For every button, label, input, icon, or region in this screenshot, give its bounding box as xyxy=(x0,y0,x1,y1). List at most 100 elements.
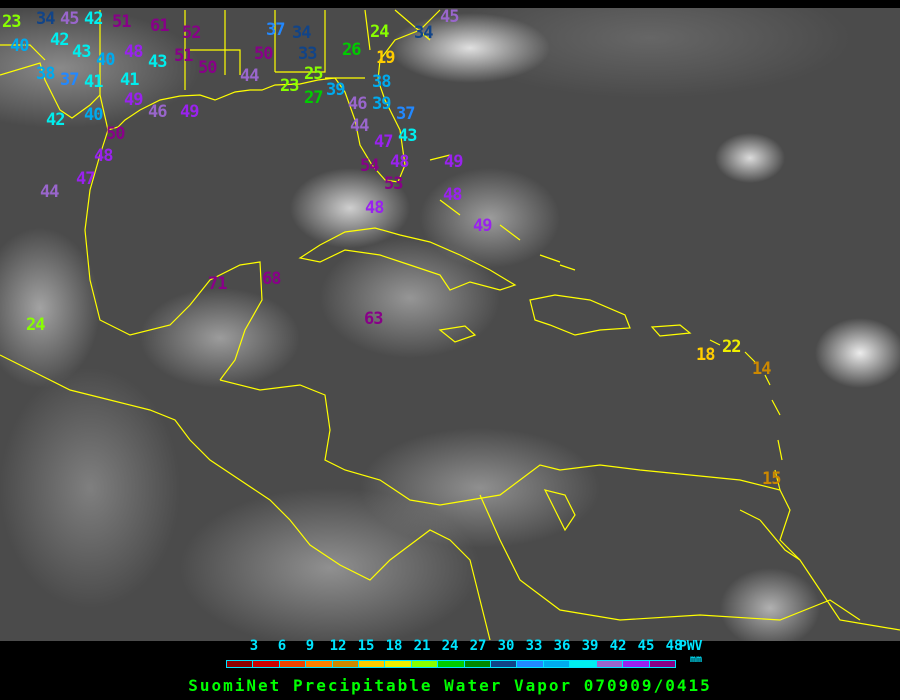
legend-tick: 18 xyxy=(385,638,403,654)
station-pwv-label: 27 xyxy=(304,88,324,108)
station-pwv-label: 43 xyxy=(72,42,92,62)
station-pwv-label: 50 xyxy=(198,58,218,78)
bahamas xyxy=(429,154,576,271)
puerto-rico xyxy=(650,324,692,337)
legend-tick: 39 xyxy=(581,638,599,654)
station-pwv-label: 43 xyxy=(398,126,418,146)
gulf-coast xyxy=(0,9,441,183)
station-pwv-label: 45 xyxy=(60,9,80,29)
station-pwv-label: 40 xyxy=(84,105,104,125)
station-pwv-label: 44 xyxy=(40,182,60,202)
station-pwv-label: 23 xyxy=(280,76,300,96)
station-pwv-label: 40 xyxy=(96,50,116,70)
legend-tick: 24 xyxy=(441,638,459,654)
legend-colorbar xyxy=(226,660,676,668)
station-pwv-label: 39 xyxy=(372,94,392,114)
station-pwv-label: 48 xyxy=(390,152,410,172)
station-pwv-label: 26 xyxy=(342,40,362,60)
legend-tick: 6 xyxy=(277,638,287,654)
station-pwv-label: 48 xyxy=(365,198,385,218)
station-pwv-label: 53 xyxy=(384,174,404,194)
station-pwv-label: 42 xyxy=(50,30,70,50)
station-pwv-label: 41 xyxy=(84,72,104,92)
satellite-image xyxy=(0,8,900,641)
station-pwv-label: 34 xyxy=(36,9,56,29)
jamaica xyxy=(438,325,477,343)
legend-swatch xyxy=(279,661,307,667)
station-pwv-label: 49 xyxy=(180,102,200,122)
legend-swatch xyxy=(411,661,439,667)
legend-tick: 30 xyxy=(497,638,515,654)
station-pwv-label: 44 xyxy=(350,116,370,136)
station-pwv-label: 37 xyxy=(266,20,286,40)
legend-tick: 12 xyxy=(329,638,347,654)
station-pwv-label: 42 xyxy=(84,9,104,29)
station-pwv-label: 52 xyxy=(182,23,202,43)
legend-swatch xyxy=(306,661,333,667)
legend-swatch xyxy=(596,661,624,667)
legend-tick: 27 xyxy=(469,638,487,654)
station-pwv-label: 48 xyxy=(124,42,144,62)
station-pwv-label: 34 xyxy=(414,23,434,43)
legend-swatch xyxy=(253,661,280,667)
station-pwv-label: 49 xyxy=(124,90,144,110)
station-pwv-label: 61 xyxy=(150,16,170,36)
legend-tick: 21 xyxy=(413,638,431,654)
station-pwv-label: 37 xyxy=(60,70,80,90)
legend-tick: 3 xyxy=(249,638,259,654)
station-pwv-label: 15 xyxy=(762,469,782,489)
legend-swatch xyxy=(464,661,492,667)
legend-swatch xyxy=(570,661,597,667)
legend-tick: 36 xyxy=(553,638,571,654)
station-pwv-label: 49 xyxy=(473,216,493,236)
station-pwv-label: 43 xyxy=(148,52,168,72)
legend-swatch xyxy=(517,661,544,667)
colombia-border xyxy=(479,494,861,621)
station-pwv-label: 48 xyxy=(443,185,463,205)
legend-swatch xyxy=(543,661,571,667)
station-pwv-label: 34 xyxy=(292,23,312,43)
station-pwv-label: 50 xyxy=(106,124,126,144)
station-pwv-label: 68 xyxy=(262,269,282,289)
station-pwv-label: 33 xyxy=(298,44,318,64)
lesser-antilles xyxy=(709,339,783,521)
station-pwv-label: 49 xyxy=(444,152,464,172)
station-pwv-label: 40 xyxy=(10,36,30,56)
station-pwv-label: 54 xyxy=(360,156,380,176)
legend-tick: 42 xyxy=(609,638,627,654)
state-borders xyxy=(0,9,431,95)
legend-swatch xyxy=(359,661,386,667)
station-pwv-label: 71 xyxy=(208,274,228,294)
station-pwv-label: 24 xyxy=(370,22,390,42)
station-pwv-label: 37 xyxy=(396,104,416,124)
legend-tick: 33 xyxy=(525,638,543,654)
station-pwv-label: 45 xyxy=(440,7,460,27)
station-pwv-label: 47 xyxy=(76,169,96,189)
station-pwv-label: 51 xyxy=(112,12,132,32)
station-pwv-label: 22 xyxy=(722,337,742,357)
station-pwv-label: 48 xyxy=(94,146,114,166)
legend-swatch xyxy=(385,661,412,667)
station-pwv-label: 38 xyxy=(36,64,56,84)
station-pwv-label: 63 xyxy=(364,309,384,329)
mexico-pacific-coast xyxy=(0,354,491,641)
station-pwv-label: 50 xyxy=(254,44,274,64)
station-pwv-label: 25 xyxy=(304,64,324,84)
hispaniola xyxy=(529,294,631,336)
central-america-caribbean xyxy=(219,379,900,631)
legend-tick: 15 xyxy=(357,638,375,654)
station-pwv-label: 19 xyxy=(376,48,396,68)
legend-tick: 45 xyxy=(637,638,655,654)
station-pwv-label: 23 xyxy=(2,12,22,32)
station-pwv-label: 39 xyxy=(326,80,346,100)
legend-unit-label: PWV xyxy=(679,639,703,654)
station-pwv-label: 41 xyxy=(120,70,140,90)
station-pwv-label: 47 xyxy=(374,132,394,152)
station-pwv-label: 14 xyxy=(752,359,772,379)
station-pwv-label: 38 xyxy=(372,72,392,92)
legend-swatch xyxy=(649,661,675,667)
venezuela-lakes xyxy=(543,489,801,561)
legend-tick: 48 xyxy=(665,638,683,654)
